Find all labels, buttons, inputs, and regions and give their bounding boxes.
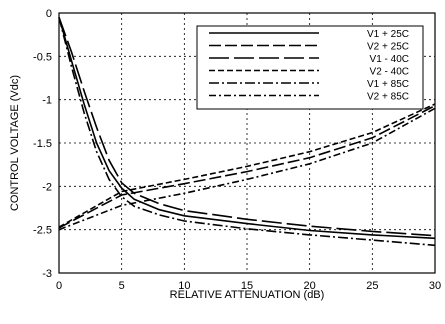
y-tick-label: -2	[42, 181, 52, 193]
x-tick-label: 5	[119, 280, 125, 292]
y-axis-label: CONTROL VOLTAGE (Vdc)	[9, 75, 21, 211]
x-tick-label: 30	[429, 280, 441, 292]
series-line-4	[58, 103, 436, 228]
y-tick-label: -2.5	[33, 225, 52, 237]
y-tick-label: 0	[46, 8, 52, 20]
x-tick-label: 15	[241, 280, 253, 292]
series-lines	[58, 17, 436, 247]
legend-label: V1 - 40C	[370, 54, 409, 65]
series-line-1	[58, 17, 436, 240]
x-tick-label: 20	[304, 280, 316, 292]
x-axis-label: RELATIVE ATTENUATION (dB)	[170, 289, 325, 301]
legend-label: V2 - 40C	[370, 67, 409, 78]
series-line-2	[58, 104, 436, 229]
x-tick-label: 10	[178, 280, 190, 292]
legend-label: V1 + 85C	[367, 79, 409, 90]
grid-lines	[59, 13, 435, 273]
plot-frame	[58, 12, 436, 274]
x-tick-label: 0	[56, 280, 62, 292]
y-tick-label: -0.5	[33, 51, 52, 63]
y-tick-label: -3	[42, 268, 52, 280]
legend-label: V2 + 25C	[367, 42, 409, 53]
y-tick-label: -1	[42, 95, 52, 107]
series-line-6	[58, 107, 436, 231]
x-tick-label: 25	[366, 280, 378, 292]
legend-label: V2 + 85C	[367, 92, 409, 103]
series-line-5	[58, 17, 436, 247]
tick-labels: 0 5 10 15 20 25 30 0 -0.5 -1 -1.5 -2 -2.5 -3	[33, 8, 441, 292]
y-tick-label: -1.5	[33, 138, 52, 150]
legend-label: V1 + 25C	[367, 29, 409, 40]
series-line-3	[58, 17, 436, 237]
